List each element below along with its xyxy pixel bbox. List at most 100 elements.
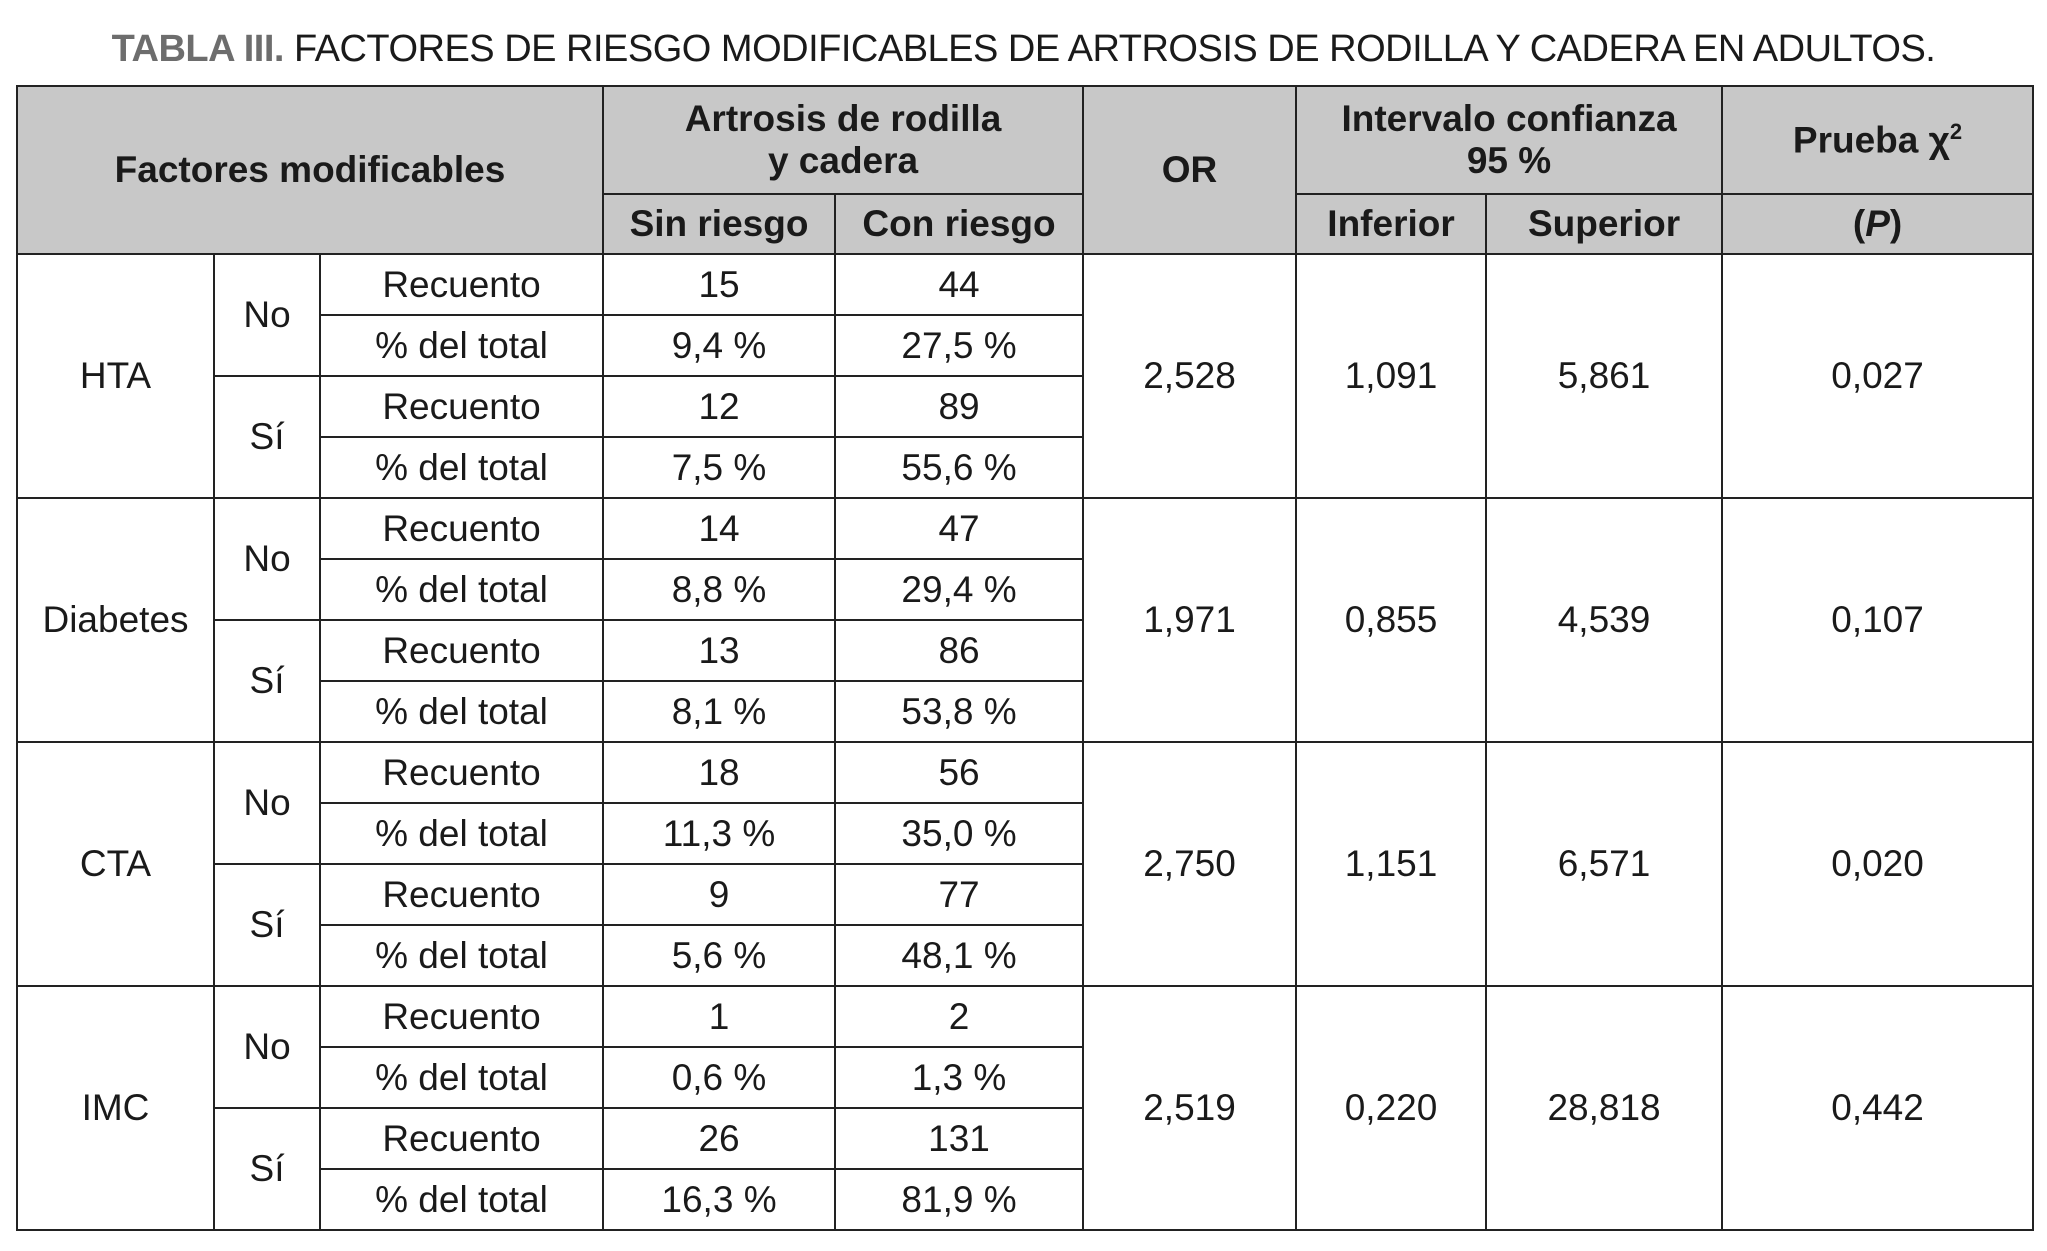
risk-factors-table: Factores modificables Artrosis de rodill… [15,85,2035,1231]
p-value-cell: 0,027 [1721,253,2035,499]
con-riesgo-cell: 89 [834,375,1085,438]
stat-cell: Recuento [318,741,605,804]
con-riesgo-cell: 77 [834,863,1085,926]
header-superior: Superior [1485,193,1724,255]
or-cell: 2,750 [1082,741,1298,987]
header-p: (P) [1721,193,2035,255]
stat-cell: Recuento [318,253,605,316]
con-riesgo-cell: 1,3 % [834,1046,1085,1109]
con-riesgo-cell: 47 [834,497,1085,560]
stat-cell: % del total [318,558,605,621]
table-caption: FACTORES DE RIESGO MODIFICABLES DE ARTRO… [294,28,1936,70]
table-row: HTA No Recuento 15 44 2,528 1,091 5,861 0,027 [16,253,2035,499]
header-inferior: Inferior [1295,193,1488,255]
stat-cell: % del total [318,680,605,743]
table-label: TABLA III. [111,28,285,70]
con-riesgo-cell: 53,8 % [834,680,1085,743]
stat-cell: % del total [318,924,605,987]
sin-riesgo-cell: 9 [602,863,837,926]
sin-riesgo-cell: 5,6 % [602,924,837,987]
table-row: % del total 16,3 % 81,9 % [17,1168,2033,1231]
stat-cell: Recuento [318,375,605,438]
level-cell: No [213,985,321,1109]
factor-cell: Diabetes [16,497,215,743]
con-riesgo-cell: 86 [834,619,1085,682]
table-row: IMC No Recuento 1 2 2,519 0,220 28,818 0,442 [16,985,2035,1231]
table-title: TABLA III. FACTORES DE RIESGO MODIFICABL… [0,28,2047,71]
con-riesgo-cell: 131 [834,1107,1085,1170]
table-row: Sí Recuento 26 131 [17,1107,2033,1231]
level-cell: No [213,253,321,377]
table-row: % del total 8,1 % 53,8 % [17,680,2033,743]
con-riesgo-cell: 35,0 % [834,802,1085,865]
superior-cell: 4,539 [1485,497,1724,743]
level-cell: Sí [213,375,321,499]
table-row: Sí Recuento 13 86 [17,619,2033,743]
inferior-cell: 1,091 [1295,253,1488,499]
factor-cell: HTA [16,253,215,499]
or-cell: 1,971 [1082,497,1298,743]
table-row: Sí Recuento 9 77 [17,863,2033,987]
con-riesgo-cell: 2 [834,985,1085,1048]
table-row: % del total 8,8 % 29,4 % [17,558,2033,621]
p-value-cell: 0,442 [1721,985,2035,1231]
table-row: % del total 11,3 % 35,0 % [17,802,2033,865]
stat-cell: % del total [318,802,605,865]
con-riesgo-cell: 29,4 % [834,558,1085,621]
or-cell: 2,528 [1082,253,1298,499]
sin-riesgo-cell: 7,5 % [602,436,837,499]
level-cell: No [213,741,321,865]
table-row: % del total 7,5 % 55,6 % [17,436,2033,499]
inferior-cell: 1,151 [1295,741,1488,987]
header-con-riesgo: Con riesgo [834,193,1085,255]
table-row: CTA No Recuento 18 56 2,750 1,151 6,571 0,020 [16,741,2035,987]
stat-cell: Recuento [318,1107,605,1170]
superior-cell: 6,571 [1485,741,1724,987]
level-cell: Sí [213,863,321,987]
p-value-cell: 0,107 [1721,497,2035,743]
stat-cell: % del total [318,314,605,377]
stat-cell: % del total [318,436,605,499]
header-ic: Intervalo confianza 95 % [1295,85,1724,195]
inferior-cell: 0,220 [1295,985,1488,1231]
superior-cell: 28,818 [1485,985,1724,1231]
sin-riesgo-cell: 16,3 % [602,1168,837,1231]
table-row: % del total 0,6 % 1,3 % [17,1046,2033,1109]
header-artrosis: Artrosis de rodilla y cadera [602,85,1085,195]
sin-riesgo-cell: 11,3 % [602,802,837,865]
sin-riesgo-cell: 9,4 % [602,314,837,377]
sin-riesgo-cell: 18 [602,741,837,804]
level-cell: No [213,497,321,621]
or-cell: 2,519 [1082,985,1298,1231]
header-sin-riesgo: Sin riesgo [602,193,837,255]
con-riesgo-cell: 56 [834,741,1085,804]
table-row: Diabetes No Recuento 14 47 1,971 0,855 4,539 0,1… [16,497,2035,743]
stat-cell: Recuento [318,863,605,926]
sin-riesgo-cell: 13 [602,619,837,682]
header-or: OR [1082,85,1298,255]
sin-riesgo-cell: 14 [602,497,837,560]
header-factores: Factores modificables [15,85,605,255]
sin-riesgo-cell: 26 [602,1107,837,1170]
superior-cell: 5,861 [1485,253,1724,499]
sin-riesgo-cell: 12 [602,375,837,438]
stat-cell: % del total [318,1046,605,1109]
factor-cell: CTA [16,741,215,987]
sin-riesgo-cell: 8,1 % [602,680,837,743]
sin-riesgo-cell: 8,8 % [602,558,837,621]
factor-cell: IMC [16,985,215,1231]
sin-riesgo-cell: 0,6 % [602,1046,837,1109]
inferior-cell: 0,855 [1295,497,1488,743]
stat-cell: Recuento [318,497,605,560]
p-value-cell: 0,020 [1721,741,2035,987]
level-cell: Sí [213,619,321,743]
con-riesgo-cell: 55,6 % [834,436,1085,499]
con-riesgo-cell: 27,5 % [834,314,1085,377]
sin-riesgo-cell: 15 [602,253,837,316]
header-prueba: Prueba χ2 [1721,85,2035,195]
level-cell: Sí [213,1107,321,1231]
stat-cell: Recuento [318,619,605,682]
con-riesgo-cell: 48,1 % [834,924,1085,987]
con-riesgo-cell: 44 [834,253,1085,316]
con-riesgo-cell: 81,9 % [834,1168,1085,1231]
